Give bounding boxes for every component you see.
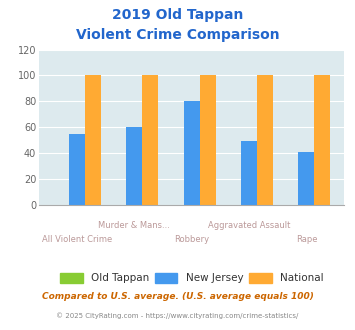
Bar (184, 101, 200, 205)
Bar (126, 127, 142, 205)
Text: Compared to U.S. average. (U.S. average equals 100): Compared to U.S. average. (U.S. average … (42, 292, 313, 301)
Legend: Old Tappan, New Jersey, National: Old Tappan, New Jersey, National (56, 269, 328, 288)
Text: Violent Crime Comparison: Violent Crime Comparison (76, 28, 279, 42)
Text: Murder & Mans...: Murder & Mans... (98, 221, 170, 230)
Bar (69, 134, 85, 205)
Text: 2019 Old Tappan: 2019 Old Tappan (112, 8, 243, 22)
Bar (200, 75, 216, 205)
Text: Rape: Rape (296, 235, 317, 244)
Text: Robbery: Robbery (174, 235, 209, 244)
Bar (315, 75, 331, 205)
Text: All Violent Crime: All Violent Crime (42, 235, 112, 244)
Bar (257, 75, 273, 205)
Bar (298, 151, 315, 205)
Bar (85, 75, 101, 205)
Bar (241, 141, 257, 205)
Text: Aggravated Assault: Aggravated Assault (208, 221, 290, 230)
Bar (142, 75, 158, 205)
Text: © 2025 CityRating.com - https://www.cityrating.com/crime-statistics/: © 2025 CityRating.com - https://www.city… (56, 312, 299, 318)
